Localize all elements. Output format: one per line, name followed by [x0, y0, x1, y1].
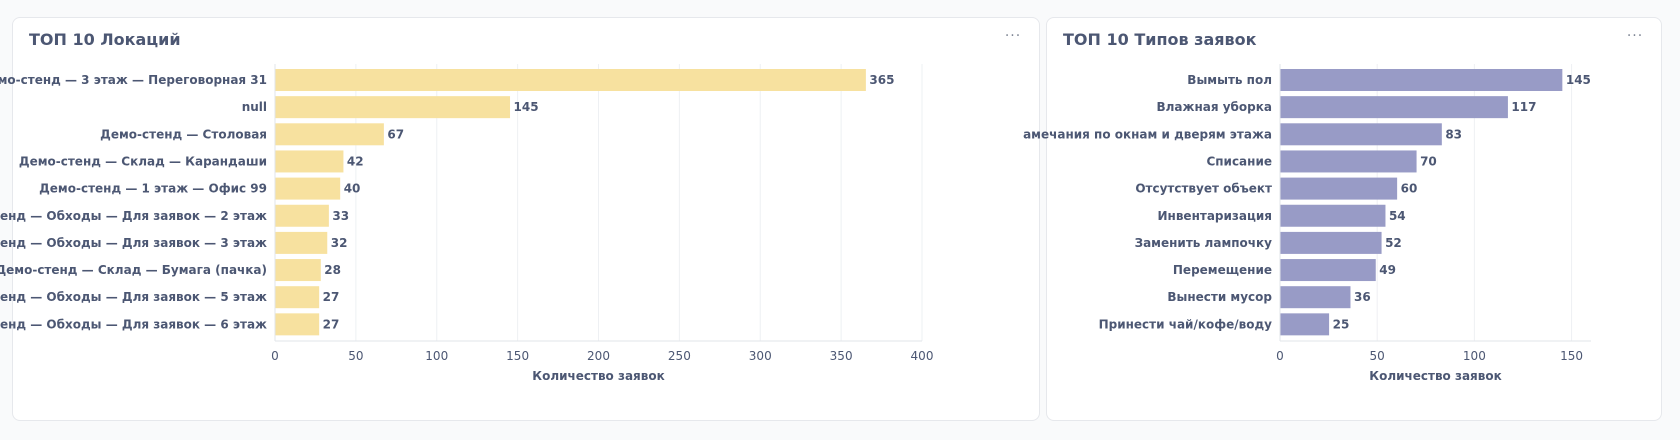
bar-value-label: 145 — [514, 100, 539, 114]
bar[interactable] — [1280, 177, 1398, 200]
bar[interactable] — [1280, 286, 1351, 309]
category-label: амечания по окнам и дверям этажа — [1023, 127, 1272, 141]
x-tick-label: 100 — [425, 349, 448, 363]
x-tick-label: 350 — [830, 349, 853, 363]
bar-value-label: 32 — [331, 236, 348, 250]
category-label: Принести чай/кофе/воду — [1099, 317, 1273, 331]
x-tick-label: 50 — [1370, 349, 1385, 363]
category-label: Перемещение — [1173, 263, 1272, 277]
category-label: емо-стенд — Обходы — Для заявок — 5 этаж — [0, 290, 267, 304]
bar[interactable] — [275, 313, 320, 336]
x-axis-title: Количество заявок — [1369, 369, 1501, 383]
bar[interactable] — [1280, 259, 1376, 282]
category-label: null — [242, 100, 267, 114]
bar[interactable] — [275, 231, 328, 254]
bar-value-label: 52 — [1385, 236, 1402, 250]
bar-value-label: 27 — [323, 317, 340, 331]
bar[interactable] — [275, 123, 384, 146]
category-label: Инвентаризация — [1158, 209, 1273, 223]
bar-value-label: 42 — [347, 154, 364, 168]
x-tick-label: 0 — [271, 349, 279, 363]
category-label: Демо-стенд — Склад — Карандаши — [19, 154, 267, 168]
bar[interactable] — [1280, 96, 1508, 119]
bar-value-label: 54 — [1389, 209, 1406, 223]
bar[interactable] — [275, 150, 344, 173]
x-tick-label: 150 — [1560, 349, 1583, 363]
bar[interactable] — [275, 286, 320, 309]
bar-value-label: 117 — [1511, 100, 1536, 114]
category-label: Вымыть пол — [1187, 73, 1272, 87]
bar-value-label: 49 — [1379, 263, 1396, 277]
bar[interactable] — [1280, 231, 1382, 254]
bar[interactable] — [1280, 150, 1417, 173]
x-tick-label: 400 — [911, 349, 934, 363]
bar-value-label: 40 — [344, 182, 361, 196]
locations-card: ТОП 10 Локаций ··· 0 50 100 150 200 250 300 350… — [0, 17, 1040, 421]
bar-value-label: 33 — [332, 209, 349, 223]
category-label: Отсутствует объект — [1135, 182, 1272, 196]
bar-value-label: 70 — [1420, 154, 1437, 168]
bar-value-label: 27 — [323, 290, 340, 304]
card-title: ТОП 10 Локаций — [29, 30, 181, 49]
category-label: Демо-стенд — Склад — Бумага (пачка) — [0, 263, 267, 277]
x-tick-label: 200 — [587, 349, 610, 363]
category-label: Демо-стенд — 1 этаж — Офис 99 — [39, 182, 267, 196]
bar[interactable] — [275, 204, 329, 227]
category-label: емо-стенд — Обходы — Для заявок — 3 этаж — [0, 236, 267, 250]
bar-value-label: 36 — [1354, 290, 1371, 304]
bar[interactable] — [1280, 123, 1442, 146]
category-label: Вынести мусор — [1167, 290, 1272, 304]
more-horizontal-icon[interactable]: ··· — [1626, 28, 1644, 44]
category-label: емо-стенд — Обходы — Для заявок — 6 этаж — [0, 317, 267, 331]
bar-value-label: 67 — [387, 127, 404, 141]
x-tick-label: 300 — [749, 349, 772, 363]
bar-value-label: 365 — [869, 73, 894, 87]
category-label: Списание — [1206, 154, 1272, 168]
bar[interactable] — [275, 177, 341, 200]
x-tick-label: 250 — [668, 349, 691, 363]
bar[interactable] — [1280, 313, 1330, 336]
bar[interactable] — [275, 259, 321, 282]
category-label: Заменить лампочку — [1135, 236, 1273, 250]
bar-value-label: 83 — [1445, 127, 1462, 141]
bar[interactable] — [275, 69, 866, 91]
more-horizontal-icon[interactable]: ··· — [1004, 28, 1022, 44]
x-tick-label: 150 — [506, 349, 529, 363]
request-types-card: ТОП 10 Типов заявок ··· 0 50 100 150 145 Вымы… — [1023, 17, 1662, 421]
locations-bar-chart: 0 50 100 150 200 250 300 350 400 365 Демо-стенд — … — [0, 64, 934, 383]
x-tick-label: 0 — [1276, 349, 1284, 363]
x-tick-label: 50 — [348, 349, 363, 363]
bar[interactable] — [1280, 204, 1386, 227]
bar[interactable] — [275, 96, 511, 119]
card-title: ТОП 10 Типов заявок — [1063, 30, 1257, 49]
category-label: Демо-стенд — Столовая — [100, 127, 267, 141]
request-types-bar-chart: 0 50 100 150 145 Вымыть пол 117 Влажная уборка 8… — [1023, 64, 1591, 383]
category-label: емо-стенд — Обходы — Для заявок — 2 этаж — [0, 209, 267, 223]
category-label: Влажная уборка — [1156, 100, 1272, 114]
x-axis-title: Количество заявок — [532, 369, 664, 383]
bar-value-label: 60 — [1401, 182, 1418, 196]
x-tick-label: 100 — [1463, 349, 1486, 363]
bar[interactable] — [1280, 69, 1563, 91]
bar-value-label: 145 — [1566, 73, 1591, 87]
bar-value-label: 28 — [324, 263, 341, 277]
bar-value-label: 25 — [1333, 317, 1350, 331]
category-label: Демо-стенд — 3 этаж — Переговорная 31 — [0, 73, 267, 87]
